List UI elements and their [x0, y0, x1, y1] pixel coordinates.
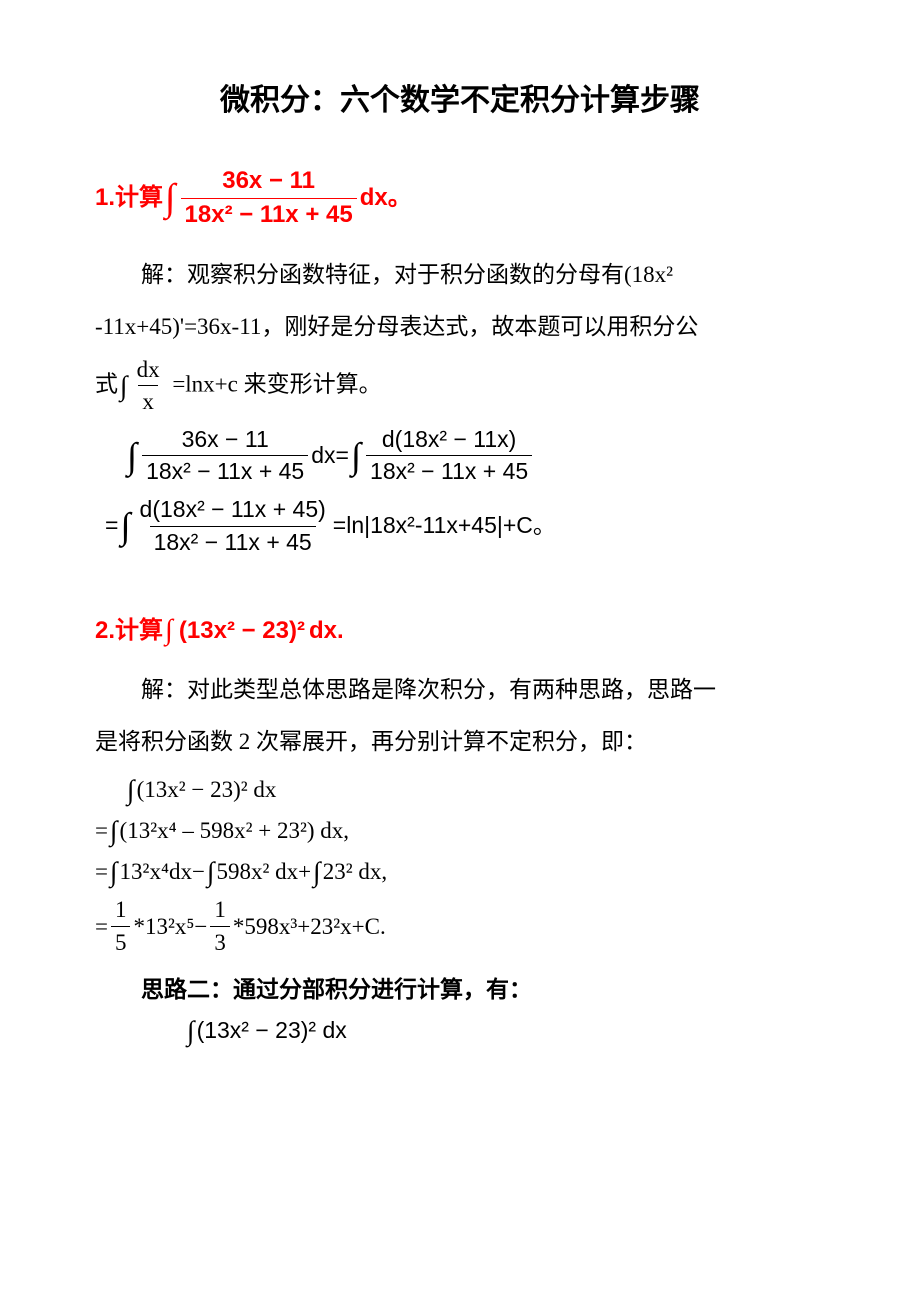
integral-icon: ∫ [110, 814, 118, 847]
p2-expr: (13x² − 23)² [179, 619, 305, 643]
p2-f4-prefix: = [95, 913, 108, 941]
p1-inline-formula: ∫dxx [118, 356, 167, 416]
integral-icon: ∫ [351, 434, 361, 478]
p1-num: 36x − 11 [218, 167, 319, 198]
p2-f2-body: (13²x⁴ – 598x² + 23²) dx, [120, 817, 350, 845]
integral-icon: ∫ [165, 179, 176, 217]
p2-f3-prefix: = [95, 858, 108, 886]
p2-f3-c: 23² dx, [323, 858, 387, 886]
p1-inline-prefix: 式 [95, 371, 118, 396]
p2-f4-mid1: *13²x⁵− [133, 913, 207, 941]
p1-fraction: 36x − 11 18x² − 11x + 45 [181, 167, 357, 230]
p2-label: 2.计算 [95, 619, 163, 643]
integral-icon: ∫ [127, 434, 137, 478]
p1-f2-prefix: = [105, 512, 118, 540]
p2-subtitle-2: 思路二：通过分部积分进行计算，有： [95, 970, 825, 1004]
p1-body-line2: -11x+45)'=36x-11，刚好是分母表达式，故本题可以用积分公 [95, 304, 825, 350]
integral-icon: ∫ [110, 855, 118, 888]
p1-body-line1: 解：观察积分函数特征，对于积分函数的分母有(18x² [95, 252, 825, 298]
p1-suffix: dx。 [360, 186, 412, 210]
p1-f1-num-l: 36x − 11 [178, 426, 273, 456]
integral-icon: ∫ [187, 1014, 195, 1047]
p1-inline-num: dx [133, 356, 164, 386]
p1-f1-den-l: 18x² − 11x + 45 [142, 455, 308, 486]
integral-icon: ∫ [127, 773, 135, 806]
p1-den: 18x² − 11x + 45 [181, 198, 357, 230]
p1-f1-num-r: d(18x² − 11x) [378, 426, 520, 456]
p2-f3-a: 13²x⁴dx− [120, 858, 205, 886]
p2-formula-2: = ∫ (13²x⁴ – 598x² + 23²) dx, [95, 814, 825, 847]
p1-f2-frac: d(18x² − 11x + 45) 18x² − 11x + 45 [136, 496, 330, 556]
p2-formula-3: = ∫ 13²x⁴dx− ∫ 598x² dx+ ∫ 23² dx, [95, 855, 825, 888]
p1-f2-num: d(18x² − 11x + 45) [136, 496, 330, 526]
p1-inline-frac: dxx [133, 356, 164, 416]
problem-1-header: 1.计算 ∫ 36x − 11 18x² − 11x + 45 dx。 [95, 167, 825, 230]
p2-body-line1: 解：对此类型总体思路是降次积分，有两种思路，思路一 [95, 667, 825, 713]
p2-f4-n2: 1 [210, 896, 230, 926]
p2-f4-frac1: 1 5 [111, 896, 131, 956]
p1-inline-den: x [138, 385, 158, 416]
integral-icon: ∫ [120, 504, 130, 548]
p2-body-line2: 是将积分函数 2 次幂展开，再分别计算不定积分，即： [95, 719, 825, 765]
p2-f4-d2: 3 [210, 926, 230, 957]
p2-f4-mid2: *598x³+23²x+C. [233, 913, 386, 941]
p1-f2-suffix: =ln|18x²-11x+45|+C。 [333, 512, 556, 540]
p2-formula-1: ∫ (13x² − 23)² dx [125, 773, 825, 806]
problem-2-header: 2.计算 ∫ (13x² − 23)² dx. [95, 616, 825, 645]
p2-f1: (13x² − 23)² dx [137, 776, 277, 804]
p2-suffix: dx. [309, 619, 344, 643]
p2-f4-n1: 1 [111, 896, 131, 926]
integral-icon: ∫ [120, 358, 128, 413]
p1-f1-den-r: 18x² − 11x + 45 [366, 455, 532, 486]
p2-f5: (13x² − 23)² dx [197, 1017, 347, 1045]
integral-icon: ∫ [165, 616, 173, 645]
p1-f1-frac-l: 36x − 11 18x² − 11x + 45 [142, 426, 308, 486]
integral-icon: ∫ [313, 855, 321, 888]
p1-f1-frac-r: d(18x² − 11x) 18x² − 11x + 45 [366, 426, 532, 486]
p1-f1-mid: dx= [311, 442, 349, 470]
p1-body-line3: 式∫dxx =lnx+c 来变形计算。 [95, 356, 825, 416]
p1-label: 1.计算 [95, 186, 163, 210]
p1-f2-den: 18x² − 11x + 45 [150, 526, 316, 557]
p1-formula-1: ∫ 36x − 11 18x² − 11x + 45 dx= ∫ d(18x² … [125, 426, 825, 486]
p2-f4-frac2: 1 3 [210, 896, 230, 956]
p1-formula-2: = ∫ d(18x² − 11x + 45) 18x² − 11x + 45 =… [105, 496, 825, 556]
p1-inline-mid: =lnx+c 来变形计算。 [167, 371, 382, 396]
p2-formula-4: = 1 5 *13²x⁵− 1 3 *598x³+23²x+C. [95, 896, 825, 956]
integral-icon: ∫ [207, 855, 215, 888]
p2-f3-b: 598x² dx+ [217, 858, 312, 886]
p2-f4-d1: 5 [111, 926, 131, 957]
p2-formula-5: ∫ (13x² − 23)² dx [185, 1014, 825, 1047]
p2-f2-prefix: = [95, 817, 108, 845]
page-title: 微积分：六个数学不定积分计算步骤 [95, 75, 825, 119]
